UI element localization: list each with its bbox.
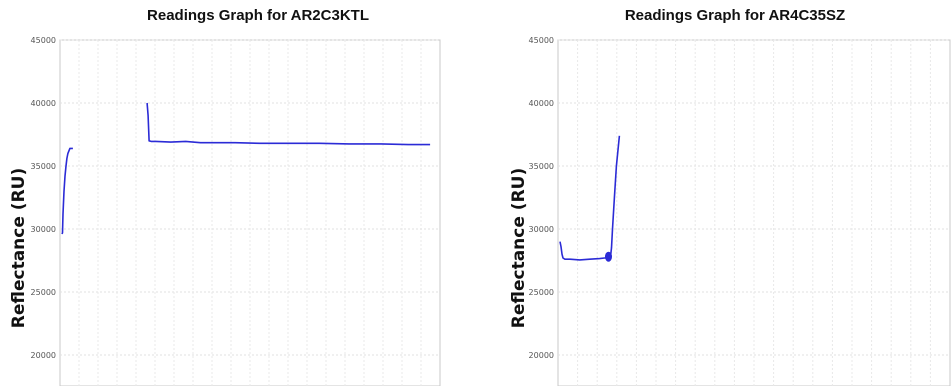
y-tick-label: 45000 bbox=[529, 36, 554, 45]
series-line-2 bbox=[146, 102, 431, 146]
y-tick-label: 45000 bbox=[31, 36, 56, 45]
y-tick-label: 30000 bbox=[31, 225, 56, 234]
chart-1-y-ticks: 45000 40000 35000 30000 25000 20000 bbox=[31, 36, 56, 360]
y-tick-label: 30000 bbox=[529, 225, 554, 234]
chart-2-title: Readings Graph for AR4C35SZ bbox=[625, 7, 845, 24]
chart-2-y-axis-label: Reflectance (RU) bbox=[509, 168, 529, 329]
y-tick-label: 25000 bbox=[31, 288, 56, 297]
series-line-1 bbox=[61, 147, 73, 235]
chart-1-title: Readings Graph for AR2C3KTL bbox=[147, 7, 369, 24]
chart-2-grid bbox=[558, 39, 950, 386]
y-tick-label: 25000 bbox=[529, 288, 554, 297]
series-line-1 bbox=[559, 135, 621, 261]
y-tick-label: 35000 bbox=[31, 162, 56, 171]
chart-2-y-ticks: 45000 40000 35000 30000 25000 20000 bbox=[529, 36, 554, 360]
y-tick-label: 40000 bbox=[529, 99, 554, 108]
chart-1: Readings Graph for AR2C3KTL Reflectance … bbox=[9, 7, 441, 387]
chart-2-series bbox=[559, 135, 621, 262]
chart-2: Readings Graph for AR4C35SZ Reflectance … bbox=[509, 7, 951, 387]
chart-1-grid bbox=[60, 39, 440, 386]
y-tick-label: 20000 bbox=[31, 351, 56, 360]
y-tick-label: 35000 bbox=[529, 162, 554, 171]
chart-1-series bbox=[61, 102, 431, 235]
y-tick-label: 40000 bbox=[31, 99, 56, 108]
y-tick-label: 20000 bbox=[529, 351, 554, 360]
chart-1-y-axis-label: Reflectance (RU) bbox=[9, 168, 29, 329]
data-point-marker bbox=[605, 251, 612, 262]
